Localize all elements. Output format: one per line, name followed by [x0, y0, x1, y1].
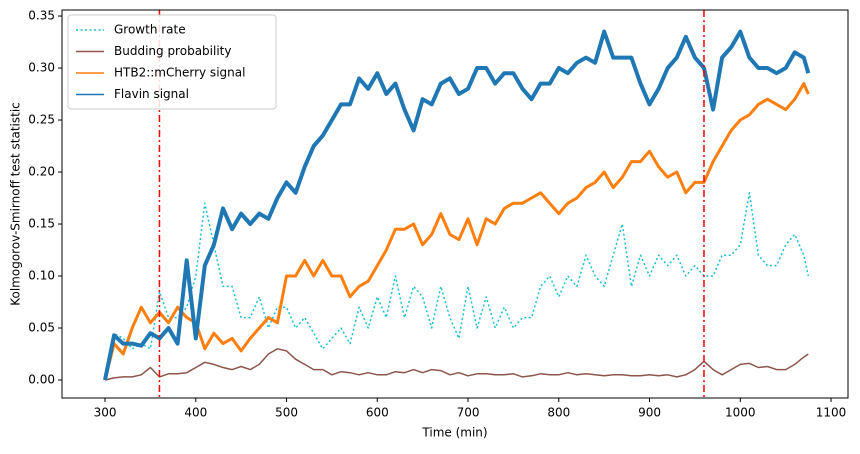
y-tick-label: 0.20 [28, 165, 55, 179]
x-axis-label: Time (min) [421, 426, 487, 440]
y-tick-label: 0.10 [28, 269, 55, 283]
series-line [104, 348, 809, 381]
series-line [104, 192, 810, 381]
x-tick-label: 300 [94, 406, 117, 420]
y-tick-label: 0.05 [28, 321, 55, 335]
y-tick-label: 0.00 [28, 373, 55, 387]
legend-label: Flavin signal [114, 87, 189, 101]
x-tick-label: 500 [275, 406, 298, 420]
legend-label: Budding probability [114, 44, 231, 58]
y-axis-label: Kolmogorov-Smirnoff test statistic [9, 102, 23, 306]
x-tick-label: 1000 [725, 406, 756, 420]
x-tick-label: 400 [184, 406, 207, 420]
y-tick-label: 0.15 [28, 217, 55, 231]
y-tick-label: 0.35 [28, 9, 55, 23]
x-tick-label: 600 [366, 406, 389, 420]
legend-label: Growth rate [114, 23, 186, 37]
plot-frame [61, 9, 849, 399]
y-tick-label: 0.25 [28, 113, 55, 127]
x-tick-label: 900 [638, 406, 661, 420]
x-tick-label: 700 [457, 406, 480, 420]
x-tick-label: 800 [547, 406, 570, 420]
x-tick-label: 1100 [816, 406, 847, 420]
y-tick-label: 0.30 [28, 61, 55, 75]
legend-box [67, 14, 277, 110]
legend-label: HTB2::mCherry signal [114, 66, 245, 80]
series-line [103, 29, 811, 381]
series-line [103, 82, 810, 381]
